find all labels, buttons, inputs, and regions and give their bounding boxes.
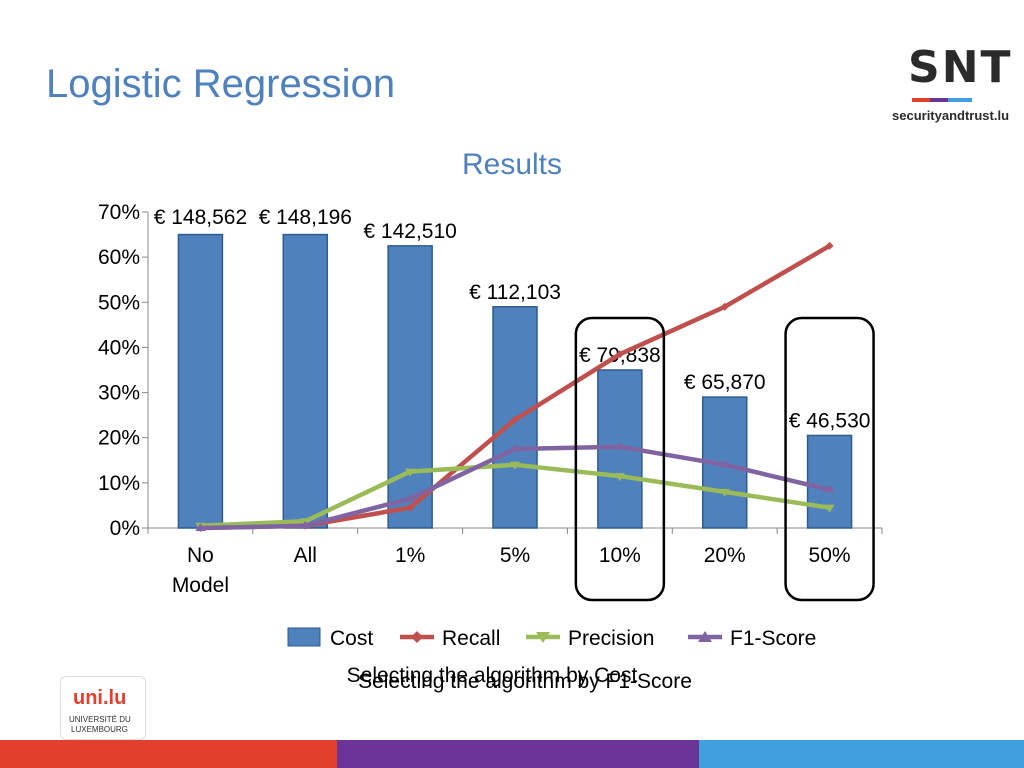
y-tick-label: 60%: [98, 246, 140, 269]
f1-point: [719, 459, 730, 468]
recall-point: [825, 241, 834, 250]
f1-point: [614, 441, 625, 450]
snt-logo-subtext: securityandtrust.lu: [892, 108, 1010, 123]
legend-swatch-cost: [287, 627, 321, 647]
x-tick-label: 5%: [500, 544, 530, 567]
legend-label-cost: Cost: [330, 627, 373, 650]
x-tick-label: 1%: [395, 544, 425, 567]
x-tick-label: 50%: [809, 544, 851, 567]
cost-bar: [387, 245, 433, 529]
legend-marker-precision: [536, 632, 550, 643]
y-tick-label: 50%: [98, 291, 140, 314]
results-chart: 0% 10% 20% 30% 40% 50% 60% 70% No Model All 1% 5% 10%…: [98, 201, 883, 650]
f1-point: [405, 493, 416, 502]
precision-point: [405, 468, 416, 477]
x-tick-label: No: [187, 544, 214, 567]
snt-logo: SNT securityandtrust.lu: [880, 42, 1011, 132]
caption-select-by-f1: Selecting the algorithm by F1-Score: [358, 670, 692, 693]
university-logo: uni.lu UNIVERSITÉ DU LUXEMBOURG: [60, 676, 146, 740]
y-tick-label: 20%: [98, 427, 140, 450]
f1-point: [510, 444, 520, 452]
snt-logo-stripe-purple: [930, 98, 948, 102]
recall-point: [511, 415, 519, 424]
cost-bar: [282, 233, 329, 529]
recall-point: [406, 503, 415, 512]
x-tick-label: 10%: [599, 544, 641, 567]
caption-select-by-cost: Selecting the algorithm by Cost: [346, 664, 638, 687]
uni-logo-subtext-1: UNIVERSITÉ DU: [69, 715, 131, 724]
legend-marker-f1: [698, 631, 712, 642]
f1-point: [300, 520, 311, 529]
footer-bar-blue: [699, 740, 1024, 768]
highlight-box: [784, 316, 875, 602]
legend-label-precision: Precision: [568, 627, 654, 650]
cost-data-label: € 46,530: [789, 409, 871, 432]
y-tick-label: 30%: [98, 382, 140, 405]
legend-label-f1-score: F1-Score: [730, 627, 816, 650]
y-tick-label: 10%: [98, 472, 140, 495]
x-tick-label: All: [294, 544, 317, 567]
legend-label-recall: Recall: [442, 627, 500, 650]
snt-logo-stripe-red: [912, 98, 930, 102]
f1-point: [195, 523, 206, 531]
footer-bar-red: [0, 740, 337, 768]
y-tick-label: 70%: [98, 201, 140, 224]
footer-bar-purple: [337, 740, 699, 768]
precision-point: [824, 504, 835, 513]
cost-data-label: € 65,870: [684, 371, 766, 394]
recall-point: [720, 302, 729, 311]
cost-data-label: € 112,103: [469, 281, 561, 304]
snt-logo-text: SNT: [908, 42, 1013, 93]
highlight-box: [574, 316, 666, 602]
f1-point: [824, 484, 835, 493]
uni-logo-subtext-2: LUXEMBOURG: [71, 725, 128, 734]
cost-data-label: € 148,562: [154, 206, 247, 229]
x-tick-label: 20%: [704, 544, 746, 567]
cost-bar: [806, 434, 853, 529]
precision-point: [510, 461, 520, 470]
y-tick-label: 40%: [98, 336, 140, 359]
cost-data-label: € 142,510: [363, 220, 456, 243]
chart-title: Results: [461, 148, 563, 181]
recall-point: [615, 350, 624, 359]
precision-point: [614, 473, 625, 482]
legend-marker-recall: [411, 631, 423, 643]
slide-title: Logistic Regression: [46, 62, 396, 106]
cost-bar: [177, 233, 224, 529]
snt-logo-stripe-blue: [948, 98, 972, 102]
uni-logo-text: uni.lu: [73, 687, 127, 709]
precision-point: [719, 488, 730, 497]
x-tick-label-line2: Model: [172, 574, 229, 597]
y-tick-label: 0%: [110, 517, 140, 540]
cost-data-label: € 148,196: [259, 206, 352, 229]
